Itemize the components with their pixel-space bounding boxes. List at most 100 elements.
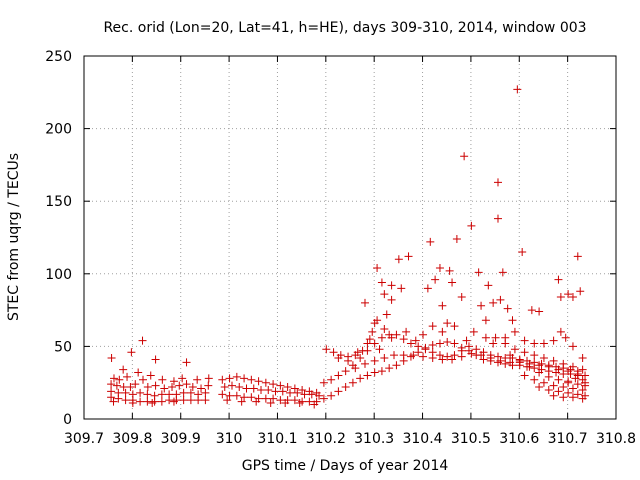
- data-point: [525, 362, 534, 371]
- data-point: [438, 355, 447, 364]
- data-point: [561, 333, 570, 342]
- data-point: [344, 356, 353, 365]
- data-point: [298, 385, 307, 394]
- data-point: [414, 342, 423, 351]
- data-point: [271, 387, 280, 396]
- data-point: [119, 383, 128, 392]
- data-point: [356, 374, 365, 383]
- data-point: [327, 391, 336, 400]
- data-point: [520, 348, 529, 357]
- data-point: [380, 324, 389, 333]
- data-point: [428, 322, 437, 331]
- y-tick-label: 250: [45, 49, 72, 65]
- data-point: [564, 290, 573, 299]
- data-point: [435, 339, 444, 348]
- data-point: [472, 345, 481, 354]
- y-tick-label: 200: [45, 122, 72, 138]
- data-point: [310, 400, 319, 409]
- data-point: [385, 364, 394, 373]
- data-point: [409, 351, 418, 360]
- data-point: [399, 335, 408, 344]
- data-point: [457, 352, 466, 361]
- data-point: [419, 352, 428, 361]
- data-point: [535, 383, 544, 392]
- data-point: [387, 295, 396, 304]
- data-point: [295, 399, 304, 408]
- data-point: [554, 387, 563, 396]
- x-tick-label: 309.7: [64, 431, 104, 447]
- data-point: [387, 333, 396, 342]
- data-point: [397, 284, 406, 293]
- x-tick-label: 310: [216, 431, 243, 447]
- data-point: [269, 380, 278, 389]
- data-point: [510, 327, 519, 336]
- data-point: [109, 397, 118, 406]
- data-point: [315, 391, 324, 400]
- data-point: [257, 385, 266, 394]
- data-point: [549, 336, 558, 345]
- data-point: [503, 304, 512, 313]
- data-point: [489, 298, 498, 307]
- data-point: [319, 394, 328, 403]
- data-point: [188, 383, 197, 392]
- data-point: [452, 234, 461, 243]
- data-point: [573, 390, 582, 399]
- y-tick-label: 150: [45, 194, 72, 210]
- y-tick-label: 0: [63, 412, 72, 428]
- data-point: [358, 346, 367, 355]
- data-point: [539, 339, 548, 348]
- data-point: [530, 339, 539, 348]
- data-point: [220, 383, 229, 392]
- data-point: [377, 367, 386, 376]
- data-point: [370, 368, 379, 377]
- data-point: [261, 378, 270, 387]
- x-tick-label: 310.7: [548, 431, 588, 447]
- data-point: [377, 278, 386, 287]
- data-point: [496, 295, 505, 304]
- data-point: [402, 327, 411, 336]
- data-point: [477, 301, 486, 310]
- data-point: [380, 354, 389, 363]
- data-point: [493, 214, 502, 223]
- data-point: [240, 393, 249, 402]
- data-point: [535, 307, 544, 316]
- data-point: [544, 372, 553, 381]
- data-point: [329, 348, 338, 357]
- data-point: [554, 275, 563, 284]
- data-point: [300, 390, 309, 399]
- data-point: [445, 266, 454, 275]
- data-point: [568, 384, 577, 393]
- data-point: [564, 367, 573, 376]
- x-tick-label: 310.8: [596, 431, 636, 447]
- data-point: [283, 383, 292, 392]
- data-point: [151, 355, 160, 364]
- data-point: [530, 351, 539, 360]
- data-point: [264, 385, 273, 394]
- data-point: [373, 263, 382, 272]
- data-point: [179, 388, 188, 397]
- data-point: [107, 393, 116, 402]
- data-point: [380, 290, 389, 299]
- data-point: [493, 352, 502, 361]
- x-tick-label: 310.3: [354, 431, 394, 447]
- data-point: [218, 375, 227, 384]
- data-point: [121, 396, 130, 405]
- x-axis-label: GPS time / Days of year 2014: [242, 458, 449, 474]
- data-point: [520, 371, 529, 380]
- data-point: [450, 351, 459, 360]
- data-point: [568, 362, 577, 371]
- data-point: [334, 387, 343, 396]
- data-point: [510, 345, 519, 354]
- data-point: [276, 381, 285, 390]
- data-point: [363, 371, 372, 380]
- y-axis-label: STEC from uqrg / TECUs: [6, 153, 22, 321]
- data-point: [431, 275, 440, 284]
- chart-title: Rec. orid (Lon=20, Lat=41, h=HE), days 3…: [103, 20, 586, 36]
- grid-lines: [84, 56, 616, 419]
- data-point: [481, 333, 490, 342]
- data-point: [387, 281, 396, 290]
- data-point: [406, 339, 415, 348]
- data-point: [530, 375, 539, 384]
- data-point: [290, 384, 299, 393]
- data-point: [443, 352, 452, 361]
